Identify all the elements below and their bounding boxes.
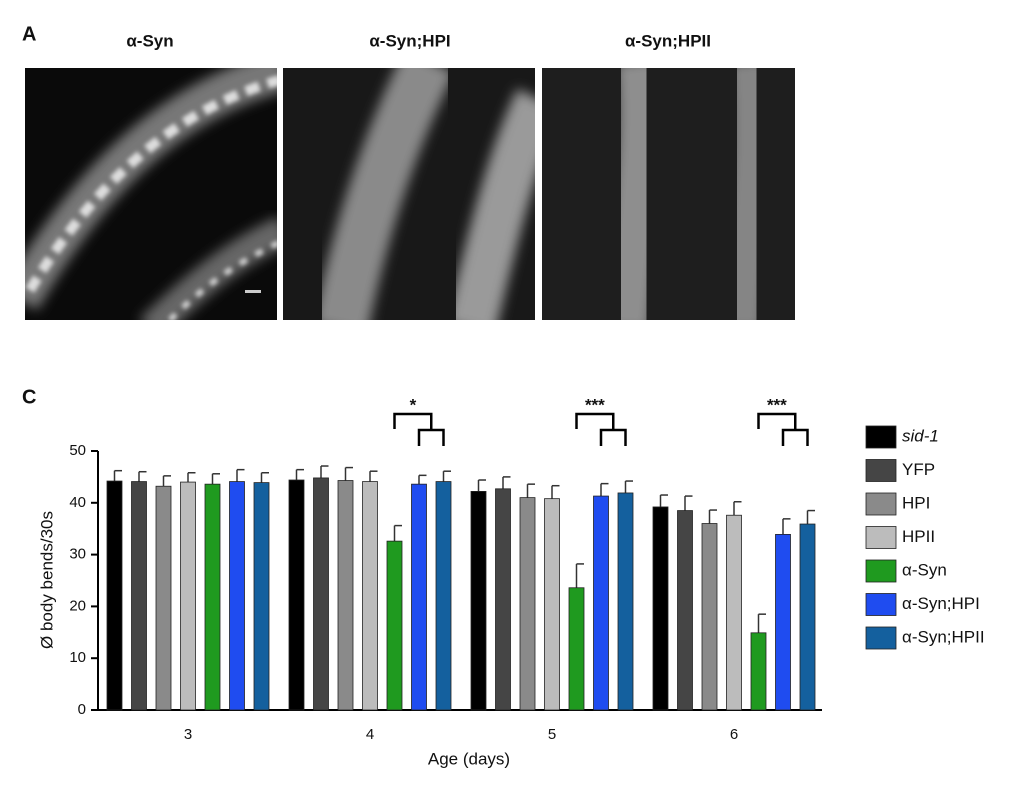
bar (750, 632, 767, 711)
bar (799, 523, 816, 711)
significance-label: *** (767, 395, 787, 414)
y-tick-label: 10 (69, 649, 86, 666)
y-tick-label: 20 (69, 597, 86, 614)
legend-swatch (865, 593, 897, 616)
legend-label: YFP (902, 460, 935, 479)
significance-bracket (393, 412, 433, 429)
bar (106, 480, 123, 711)
panel-label: C (22, 386, 36, 408)
bar (337, 480, 354, 711)
bar (253, 482, 270, 711)
bar (775, 533, 791, 711)
y-tick-label: 40 (69, 494, 86, 511)
x-axis-label: Age (days) (428, 749, 510, 768)
significance-label: * (410, 395, 417, 414)
significance-label: *** (585, 395, 605, 414)
legend-swatch (865, 492, 897, 516)
legend-swatch (865, 425, 897, 449)
x-tick-label: 4 (366, 726, 374, 743)
x-tick-label: 5 (548, 726, 556, 743)
bar (155, 485, 172, 711)
bar (386, 540, 403, 711)
bar (362, 481, 378, 711)
legend-label: α-Syn (902, 560, 947, 579)
bar (617, 492, 634, 711)
bar (593, 495, 609, 711)
image-title: α-Syn;HPI (369, 31, 450, 50)
legend-swatch (865, 526, 897, 549)
bar (701, 523, 718, 711)
legend-swatch (865, 626, 897, 650)
legend-label: α-Syn;HPII (902, 627, 985, 646)
bar (544, 498, 560, 711)
bar (495, 488, 511, 711)
bar (288, 479, 305, 711)
bar (470, 491, 487, 711)
significance-bracket (417, 428, 445, 446)
legend-swatch (865, 559, 897, 583)
bar (411, 483, 427, 711)
significance-bracket (575, 412, 615, 429)
significance-bracket (781, 428, 809, 446)
significance-bracket (757, 412, 797, 429)
y-tick-label: 30 (69, 546, 86, 563)
bar (519, 497, 536, 711)
x-tick-label: 6 (730, 726, 738, 743)
bar (568, 587, 585, 711)
bar (435, 481, 452, 711)
legend-label: HPII (902, 527, 935, 546)
bar (180, 481, 196, 711)
legend-label: α-Syn;HPI (902, 594, 980, 613)
legend-label: HPI (902, 493, 930, 512)
bar (131, 481, 147, 711)
micrograph (283, 68, 535, 320)
y-axis-label: Ø body bends/30s (37, 511, 56, 649)
legend-label: sid-1 (902, 426, 939, 445)
bar (313, 477, 329, 711)
panel-label: A (22, 23, 36, 45)
bar (229, 481, 245, 711)
micrograph (542, 68, 795, 320)
bar (204, 483, 221, 711)
micrograph (25, 68, 277, 320)
y-tick-label: 0 (78, 701, 86, 718)
image-title: α-Syn (126, 31, 173, 50)
image-title: α-Syn;HPII (625, 31, 711, 50)
bar (677, 510, 693, 711)
bar (726, 514, 742, 711)
x-tick-label: 3 (184, 726, 192, 743)
legend-swatch (865, 459, 897, 482)
significance-bracket (599, 428, 627, 446)
y-tick-label: 50 (69, 442, 86, 459)
bar (652, 506, 669, 711)
